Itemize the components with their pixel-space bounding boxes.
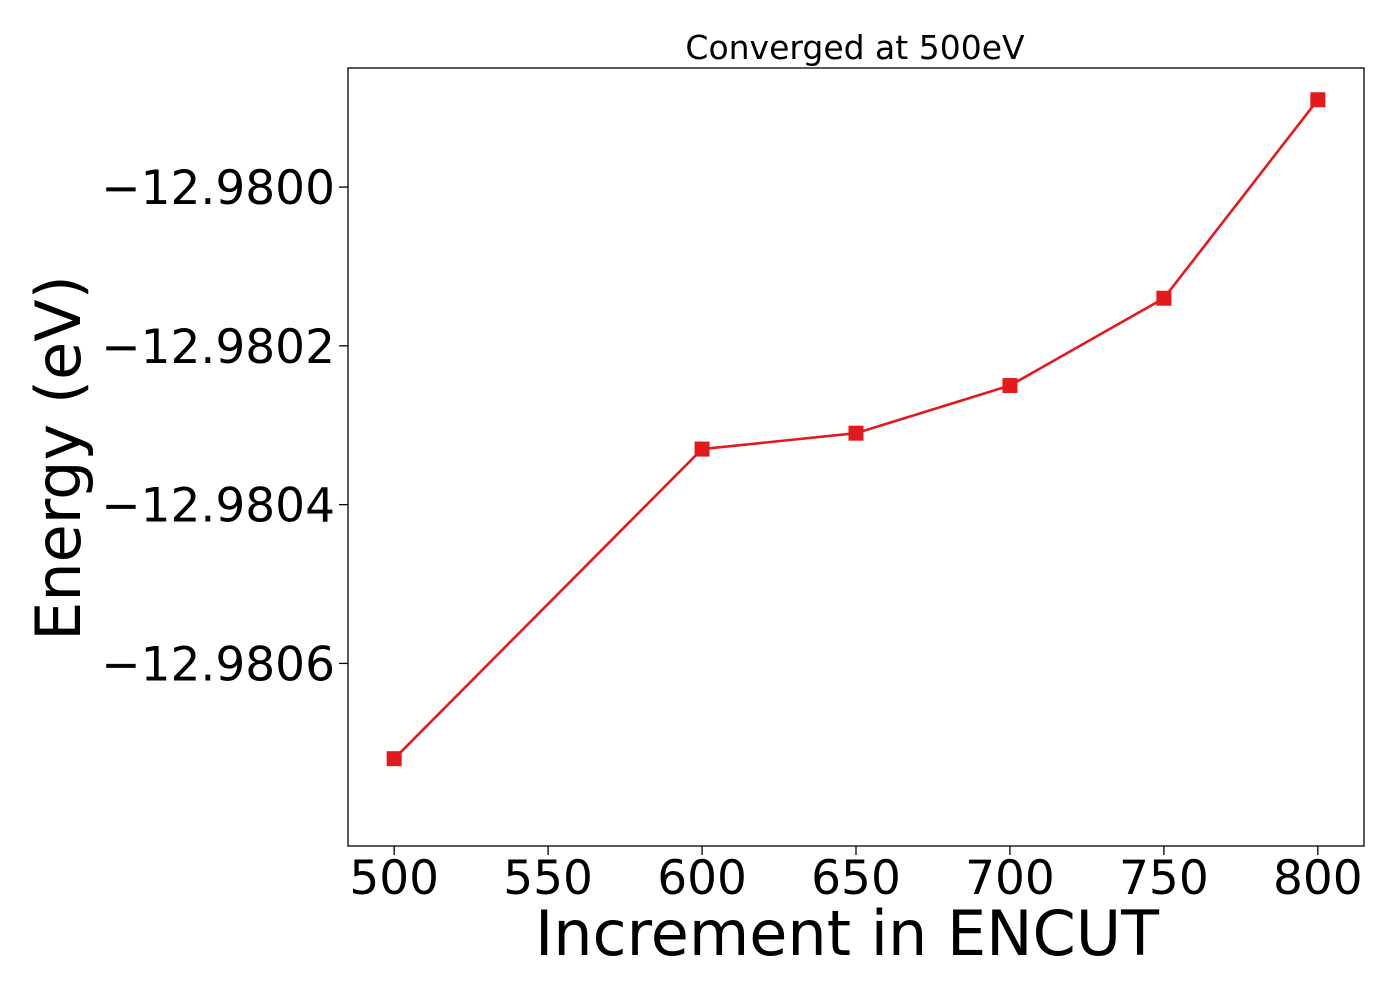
y-axis-label: Energy (eV) — [22, 275, 95, 641]
series-path — [393, 98, 1319, 760]
x-tick-label: 600 — [657, 851, 747, 906]
x-axis-label: Increment in ENCUT — [535, 897, 1160, 970]
x-tick-label: 650 — [811, 851, 901, 906]
data-point-marker — [848, 425, 864, 441]
y-tick-label: −12.9804 — [101, 479, 335, 534]
y-tick-label: −12.9800 — [101, 161, 335, 216]
data-point-marker — [1156, 290, 1172, 306]
data-point-marker — [694, 441, 710, 457]
y-tick-label: −12.9802 — [101, 320, 335, 375]
data-point-marker — [1310, 92, 1326, 108]
y-tick-label: −12.9806 — [101, 637, 335, 692]
x-tick-label: 750 — [1119, 851, 1209, 906]
x-tick-label: 800 — [1273, 851, 1363, 906]
data-point-marker — [386, 751, 402, 767]
x-tick-label: 700 — [965, 851, 1055, 906]
chart-title: Converged at 500eV — [685, 28, 1025, 67]
y-ticks: −12.9806 −12.9804 −12.9802 −12.9800 — [101, 161, 348, 692]
x-ticks: 500 550 600 650 700 750 800 — [349, 846, 1363, 906]
series-line — [386, 92, 1326, 767]
x-tick-label: 550 — [503, 851, 593, 906]
data-point-marker — [1002, 378, 1018, 394]
x-tick-label: 500 — [349, 851, 439, 906]
